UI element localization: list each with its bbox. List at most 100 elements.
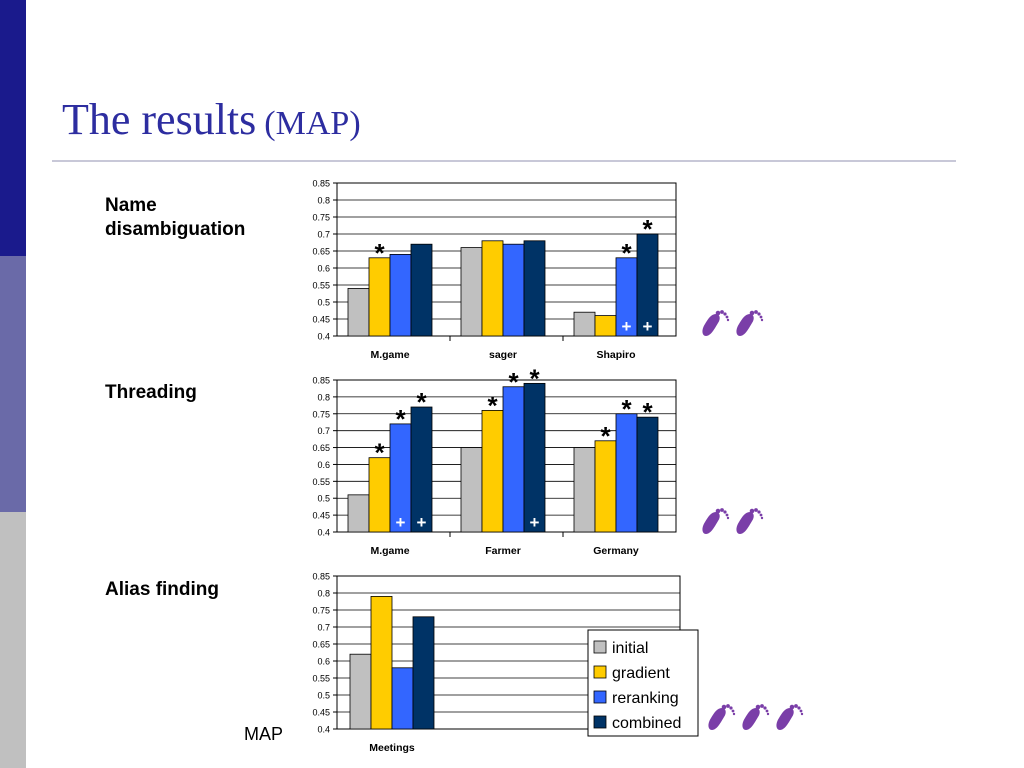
footprint-toe [732, 712, 736, 716]
footprint-toe [757, 510, 761, 514]
significance-star: * [621, 238, 632, 268]
footprint-sole [702, 314, 720, 336]
footprint-toe [763, 706, 767, 710]
y-tick-label: 0.65 [312, 247, 330, 257]
y-tick-label: 0.55 [312, 281, 330, 291]
side-strip-middle [0, 256, 26, 512]
footprint-icon [736, 508, 764, 534]
footprint-toe [721, 704, 727, 710]
bar-reranking [391, 667, 414, 730]
footprint-toe [794, 704, 798, 708]
x-tick-label: M.game [370, 545, 409, 557]
section-label-threading: Threading [105, 381, 197, 405]
x-tick-label: Farmer [485, 545, 521, 557]
bar-gradient [368, 457, 391, 533]
footprint-toe [726, 516, 730, 520]
legend-label: reranking [612, 690, 679, 707]
section-label-alias-finding: Alias finding [105, 578, 219, 602]
y-tick-label: 0.4 [317, 332, 330, 342]
side-strip-top [0, 0, 26, 256]
map-note: MAP [244, 724, 284, 744]
y-tick-label: 0.5 [317, 691, 330, 701]
y-tick-label: 0.4 [317, 528, 330, 538]
y-tick-label: 0.65 [312, 443, 330, 453]
section-label-line1: Threading [105, 382, 197, 403]
bar-combined [636, 416, 659, 533]
y-tick-label: 0.65 [312, 640, 330, 650]
bar-initial [460, 247, 483, 337]
footprint-icon [708, 704, 736, 730]
bar-gradient [481, 240, 504, 337]
footprint-toe [757, 312, 761, 316]
x-tick-label: Shapiro [596, 349, 635, 361]
y-tick-label: 0.7 [317, 230, 330, 240]
footprint-toe [759, 513, 763, 517]
bar-gradient [594, 315, 617, 337]
bar-combined [412, 616, 435, 730]
y-tick-label: 0.75 [312, 606, 330, 616]
y-tick-label: 0.7 [317, 623, 330, 633]
footprint-toe [723, 312, 727, 316]
footprint-toe [766, 712, 770, 716]
bar-initial [460, 447, 483, 533]
y-tick-label: 0.7 [317, 426, 330, 436]
footprint-toe [720, 310, 724, 314]
section-label-line1: Name [105, 195, 157, 216]
slide-title: The results (MAP) [62, 94, 361, 145]
legend-label: gradient [612, 665, 670, 682]
footprint-toe [749, 508, 755, 514]
y-tick-label: 0.85 [312, 376, 330, 386]
legend-swatch [593, 640, 607, 654]
section-label-line1: Alias finding [105, 579, 219, 600]
y-tick-label: 0.45 [312, 511, 330, 521]
legend-swatch [593, 690, 607, 704]
footprint-toe [760, 318, 764, 322]
bar-initial [347, 494, 370, 533]
footprint-sole [736, 512, 754, 534]
bar-reranking [502, 243, 525, 337]
slide-title-main: The results [62, 95, 257, 144]
footprint-toe [726, 318, 730, 322]
bar-gradient [370, 596, 393, 730]
bar-combined [410, 243, 433, 337]
bar-reranking [389, 253, 412, 337]
y-tick-label: 0.8 [317, 392, 330, 402]
y-tick-label: 0.8 [317, 589, 330, 599]
y-tick-label: 0.45 [312, 708, 330, 718]
significance-star: * [395, 404, 406, 434]
significance-star: * [642, 397, 653, 427]
bar-combined [410, 406, 433, 533]
y-tick-label: 0.6 [317, 460, 330, 470]
y-tick-label: 0.85 [312, 179, 330, 189]
footprint-toe [754, 310, 758, 314]
y-tick-label: 0.55 [312, 477, 330, 487]
footprint-toe [725, 513, 729, 517]
plus-marker: + [622, 317, 632, 336]
significance-star: * [600, 421, 611, 451]
footprint-toe [789, 704, 795, 710]
footprint-toe [715, 508, 721, 514]
legend-swatch [593, 715, 607, 729]
significance-star: * [529, 363, 540, 393]
bar-gradient [481, 409, 504, 533]
footprint-toe [797, 706, 801, 710]
bar-reranking [615, 413, 638, 533]
bar-reranking [502, 386, 525, 533]
legend-swatch [593, 665, 607, 679]
legend-label: combined [612, 715, 681, 732]
footprint-toe [754, 508, 758, 512]
slide-title-sub: (MAP) [264, 105, 361, 142]
y-tick-label: 0.75 [312, 213, 330, 223]
bar-initial [347, 287, 370, 337]
bar-combined [523, 240, 546, 337]
footprint-toe [760, 704, 764, 708]
footprint-sole [742, 708, 760, 730]
footprint-toe [799, 709, 803, 713]
footprint-icon [742, 704, 770, 730]
footprint-toe [725, 315, 729, 319]
significance-star: * [374, 438, 385, 468]
y-tick-label: 0.6 [317, 657, 330, 667]
footprint-toe [715, 310, 721, 316]
bar-initial [573, 311, 596, 337]
